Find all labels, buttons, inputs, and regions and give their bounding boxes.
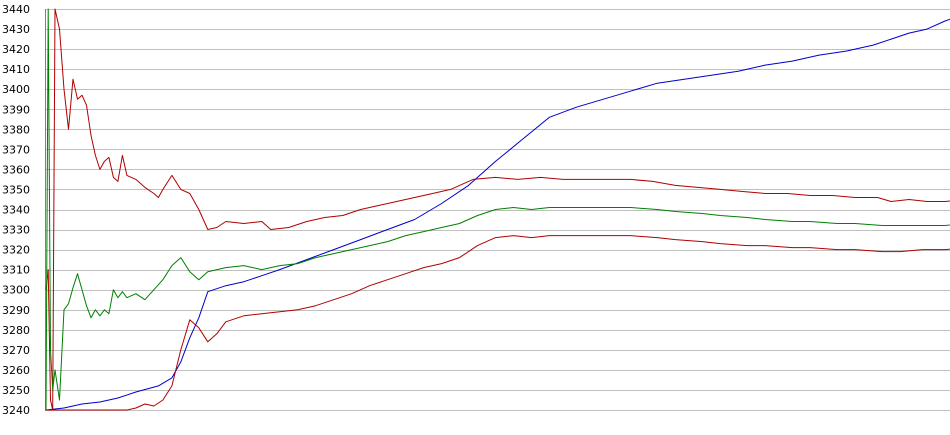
y-tick-label: 3380 (2, 123, 30, 136)
y-tick-label: 3310 (2, 264, 30, 277)
y-tick-label: 3260 (2, 364, 30, 377)
y-tick-label: 3270 (2, 344, 30, 357)
series-line-2 (45, 8, 950, 411)
y-tick-label: 3240 (2, 404, 30, 417)
gridlines (46, 9, 950, 411)
y-tick-label: 3280 (2, 324, 30, 337)
y-tick-label: 3420 (2, 43, 30, 56)
y-tick-label: 3250 (2, 384, 30, 397)
y-tick-label: 3430 (2, 23, 30, 36)
y-tick-label: 3440 (2, 3, 30, 16)
y-tick-label: 3330 (2, 224, 30, 237)
y-tick-label: 3370 (2, 143, 30, 156)
y-tick-label: 3390 (2, 103, 30, 116)
y-tick-label: 3340 (2, 204, 30, 217)
y-tick-label: 3300 (2, 284, 30, 297)
y-tick-label: 3320 (2, 244, 30, 257)
series-lines (45, 8, 950, 411)
y-tick-label: 3400 (2, 83, 30, 96)
y-tick-labels: 3240 3250 3260 3270 3280 3290 3300 3310 3320 3330… (2, 3, 30, 417)
series-line-4 (46, 235, 950, 411)
series-line-1 (45, 18, 950, 411)
series-line-3 (45, 8, 950, 411)
y-tick-label: 3410 (2, 63, 30, 76)
y-tick-label: 3360 (2, 163, 30, 176)
y-tick-label: 3290 (2, 304, 30, 317)
y-tick-label: 3350 (2, 183, 30, 196)
